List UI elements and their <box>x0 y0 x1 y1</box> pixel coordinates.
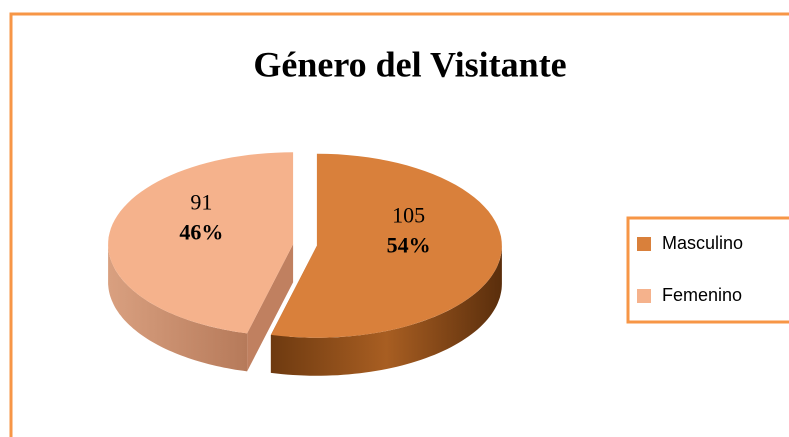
frame <box>9 12 789 437</box>
chart-title: Género del Visitante <box>253 44 566 84</box>
legend-box <box>626 216 789 324</box>
slice <box>270 153 502 338</box>
percent-label: 46% <box>179 220 223 245</box>
count-label: 91 <box>190 190 212 215</box>
legend-label: Masculino <box>662 233 743 253</box>
slice-side <box>108 244 248 372</box>
legend-label: Femenino <box>662 285 742 305</box>
legend-swatch <box>637 289 651 303</box>
legend-swatch <box>637 237 651 251</box>
slice-wall <box>247 244 294 372</box>
slice <box>108 152 294 334</box>
count-label: 105 <box>392 203 425 228</box>
slice-side <box>270 245 502 376</box>
percent-label: 54% <box>387 233 431 258</box>
